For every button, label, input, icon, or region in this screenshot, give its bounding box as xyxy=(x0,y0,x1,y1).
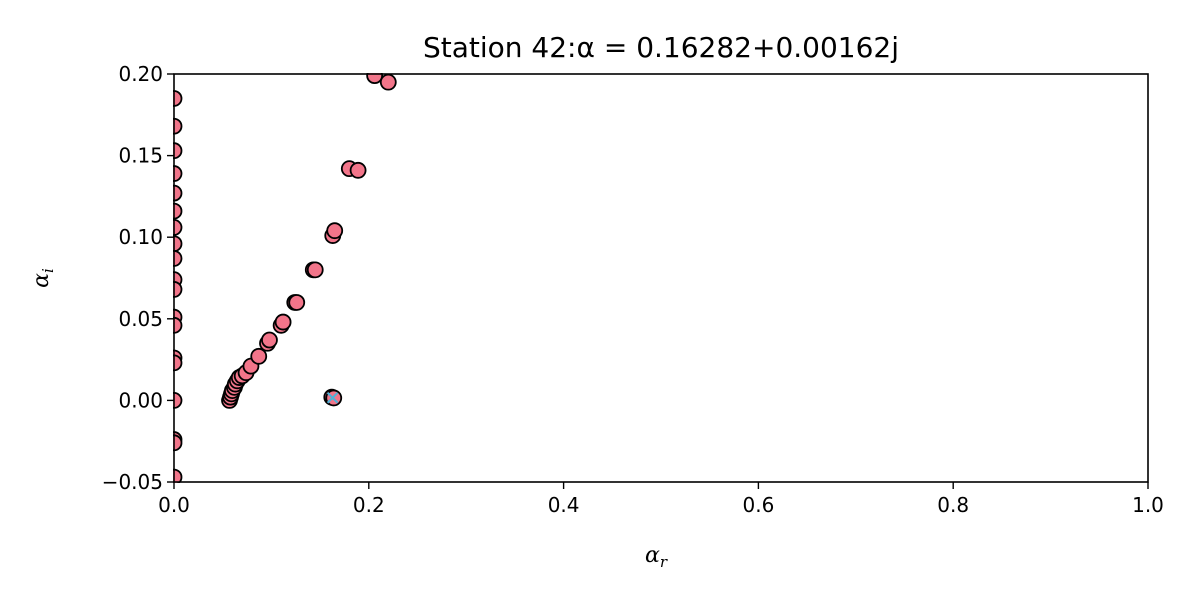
x-tick-label: 1.0 xyxy=(1132,493,1164,517)
scatter-point xyxy=(306,261,324,279)
scatter-point xyxy=(261,331,278,349)
x-tick-label: 0.2 xyxy=(353,493,385,517)
data-points xyxy=(173,73,397,483)
axis-ticks: 0.0 0.2 0.4 0.6 0.8 1.0 −0.05 0.00 0.05 0.10 0.15 0… xyxy=(102,62,1164,517)
y-tick-label: 0.00 xyxy=(118,388,163,412)
y-tick-label: 0.05 xyxy=(118,307,163,331)
y-tick-label: 0.20 xyxy=(118,62,163,86)
y-tick-label: 0.10 xyxy=(118,225,163,249)
scatter-point xyxy=(349,161,367,179)
scatter-point xyxy=(379,73,397,91)
scatter-point xyxy=(288,294,306,311)
y-tick-label: 0.15 xyxy=(118,144,163,168)
plot-frame xyxy=(173,73,1149,483)
scatter-point xyxy=(326,222,344,240)
scatter-point xyxy=(250,347,268,365)
y-tick-label: −0.05 xyxy=(102,470,163,494)
x-tick-label: 0.8 xyxy=(937,493,969,517)
alpha-marker-point xyxy=(326,392,339,404)
x-axis-label: αr xyxy=(645,543,668,571)
x-tick-label: 0.4 xyxy=(548,493,580,517)
scatter-point xyxy=(366,73,384,85)
scatter-point xyxy=(274,313,292,331)
x-tick-label: 0.0 xyxy=(158,493,190,517)
x-tick-label: 0.6 xyxy=(742,493,774,517)
chart-title: Station 42:α = 0.16282+0.00162j xyxy=(423,31,899,64)
y-axis-label: αi xyxy=(29,268,57,288)
